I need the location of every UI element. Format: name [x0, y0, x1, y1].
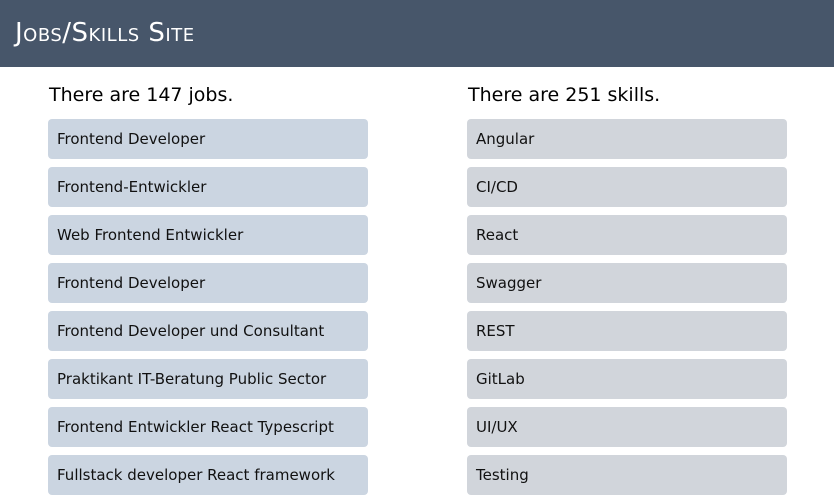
skill-item[interactable]: Testing [467, 455, 787, 495]
skills-count: There are 251 skills. [468, 84, 661, 106]
job-item[interactable]: Frontend Developer [48, 119, 368, 159]
site-header: Jobs/Skills Site [0, 0, 834, 67]
jobs-count: There are 147 jobs. [49, 84, 234, 106]
job-item[interactable]: Praktikant IT-Beratung Public Sector [48, 359, 368, 399]
job-item[interactable]: Frontend Developer [48, 263, 368, 303]
job-item[interactable]: Web Frontend Entwickler [48, 215, 368, 255]
skill-item[interactable]: CI/CD [467, 167, 787, 207]
job-item[interactable]: Frontend Developer und Consultant [48, 311, 368, 351]
jobs-list: Frontend Developer Frontend-Entwickler W… [48, 119, 368, 503]
job-item[interactable]: Frontend Entwickler React Typescript [48, 407, 368, 447]
skills-list: Angular CI/CD React Swagger REST GitLab … [467, 119, 787, 503]
skill-item[interactable]: React [467, 215, 787, 255]
skill-item[interactable]: Angular [467, 119, 787, 159]
skill-item[interactable]: Swagger [467, 263, 787, 303]
site-title: Jobs/Skills Site [15, 18, 195, 48]
skill-item[interactable]: GitLab [467, 359, 787, 399]
skill-item[interactable]: REST [467, 311, 787, 351]
job-item[interactable]: Fullstack developer React framework [48, 455, 368, 495]
skill-item[interactable]: UI/UX [467, 407, 787, 447]
job-item[interactable]: Frontend-Entwickler [48, 167, 368, 207]
